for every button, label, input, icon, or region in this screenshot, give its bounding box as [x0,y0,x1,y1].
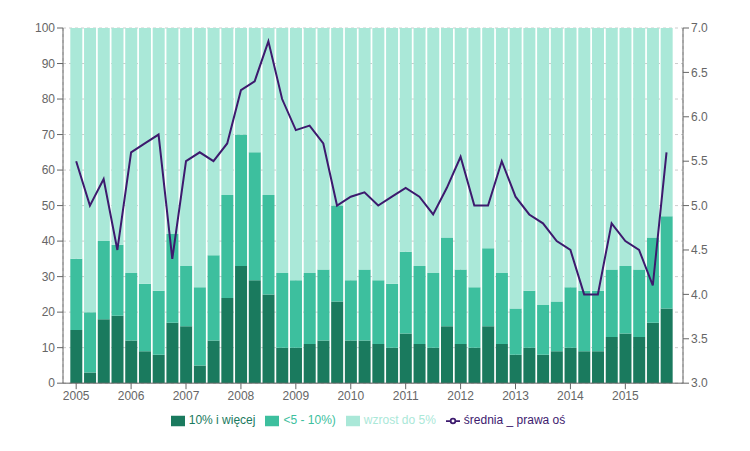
svg-text:90: 90 [42,57,56,71]
svg-text:80: 80 [42,92,56,106]
svg-text:2008: 2008 [228,389,255,403]
svg-text:100: 100 [35,21,55,35]
svg-text:2013: 2013 [502,389,529,403]
html-text:średnia _ prawa oś: średnia _ prawa oś [463,413,566,428]
svg-text:10: 10 [42,341,56,355]
svg-text:2012: 2012 [447,389,474,403]
svg-text:3.5: 3.5 [691,332,708,346]
svg-text:20: 20 [42,305,56,319]
svg-text:0: 0 [48,376,55,390]
svg-text:30: 30 [42,270,56,284]
svg-text:2005: 2005 [63,389,90,403]
svg-text:7.0: 7.0 [691,21,708,35]
svg-text:4.0: 4.0 [691,288,708,302]
svg-text:2009: 2009 [282,389,309,403]
svg-text:2014: 2014 [557,389,584,403]
svg-text:50: 50 [42,199,56,213]
svg-text:2007: 2007 [173,389,200,403]
svg-text:60: 60 [42,163,56,177]
html-text:<5 - 10%): <5 - 10%) [283,413,336,428]
svg-text:2011: 2011 [393,389,419,403]
svg-text:70: 70 [42,128,56,142]
svg-text:5.5: 5.5 [691,154,708,168]
html-text:wzrost do 5%: wzrost do 5% [363,413,436,428]
svg-text:6.5: 6.5 [691,66,708,80]
svg-text:3.0: 3.0 [691,376,708,390]
svg-text:2006: 2006 [118,389,145,403]
html-text:10% i więcej: 10% i więcej [188,413,256,428]
svg-text:4.5: 4.5 [691,243,708,257]
svg-text:5.0: 5.0 [691,199,708,213]
svg-text:2010: 2010 [337,389,364,403]
svg-text:6.0: 6.0 [691,110,708,124]
svg-text:2015: 2015 [612,389,639,403]
svg-text:40: 40 [42,234,56,248]
